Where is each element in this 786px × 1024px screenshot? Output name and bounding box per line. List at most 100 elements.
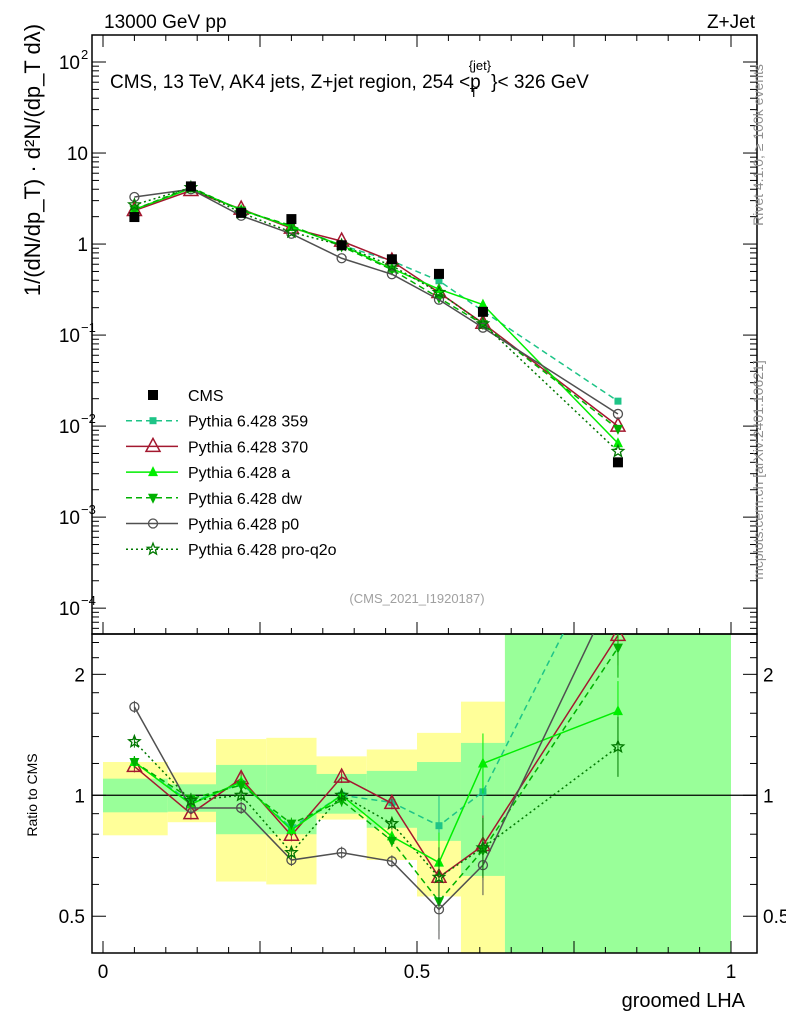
triangle-marker [612, 705, 623, 716]
ratio-line [133, 647, 619, 903]
triangle-marker [144, 436, 162, 453]
square-marker [614, 522, 621, 529]
triangle-down-marker [386, 836, 397, 847]
star-marker [475, 840, 491, 855]
square-marker [148, 390, 158, 400]
ratio-y-tick-label-right: 2 [763, 665, 774, 686]
ratio-series [126, 522, 627, 940]
y-tick-label: 10 [59, 599, 80, 620]
square-marker [149, 417, 157, 425]
circle-marker [386, 269, 398, 280]
star-marker [284, 844, 299, 859]
triangle-down-marker [612, 424, 623, 435]
square-marker [185, 181, 196, 192]
legend-label: Pythia 6.428 p0 [188, 517, 299, 534]
series-line [134, 188, 619, 415]
y-tick-label: 10 [59, 508, 80, 529]
legend-label: Pythia 6.428 pro-q2o [188, 542, 337, 559]
circle-marker [477, 322, 489, 333]
circle-marker [336, 253, 347, 264]
circle-marker [612, 408, 624, 420]
legend: CMS Pythia 6.428 359 Pythia 6.428 370 Pythi… [126, 388, 337, 559]
circle-marker [147, 518, 159, 529]
x-tick-label: 1 [726, 962, 737, 983]
ratio-frame [91, 633, 758, 954]
ratio-line [133, 634, 564, 829]
star-marker [284, 224, 299, 239]
ratio-y-tick-label-right: 1 [763, 786, 774, 807]
y-tick-exponent: −4 [81, 593, 96, 608]
square-marker [435, 822, 443, 830]
circle-marker [613, 577, 622, 586]
y-tick-exponent: −1 [81, 320, 96, 335]
star-marker [610, 739, 626, 754]
triangle-marker [477, 757, 488, 768]
triangle-marker [333, 767, 350, 783]
triangle-marker [477, 298, 488, 309]
circle-marker [129, 191, 140, 203]
rivet-label: Rivet 4.1.0, ≥ 100k events [750, 64, 766, 226]
square-marker [614, 397, 622, 405]
star-marker [334, 787, 349, 802]
circle-marker [336, 847, 347, 858]
legend-label: Pythia 6.428 370 [188, 439, 308, 456]
header-left: 13000 GeV pp [104, 12, 227, 33]
triangle-marker [612, 437, 623, 448]
square-marker [433, 268, 444, 279]
star-marker [431, 284, 447, 299]
triangle-marker [383, 793, 401, 810]
ratio-y-tick-label-right: 0.5 [763, 907, 786, 928]
ratio-y-tick-label: 2 [74, 665, 85, 686]
star-marker [610, 443, 626, 458]
triangle-down-marker [612, 643, 623, 654]
square-marker [286, 214, 297, 225]
mcplots-label: mcplots.cern.ch [arXiv:2401.10621] [750, 360, 766, 579]
y-tick-exponent: −3 [81, 502, 96, 517]
triangle-marker [182, 804, 200, 820]
triangle-down-marker [148, 493, 158, 504]
circle-marker [386, 856, 398, 867]
square-marker [336, 240, 347, 251]
star-marker [127, 197, 142, 212]
y-tick-label: 10 [59, 53, 80, 74]
main-series [126, 179, 627, 468]
y-tick-exponent: −2 [81, 411, 96, 426]
star-marker [145, 541, 161, 556]
y-tick-label: 10 [59, 326, 80, 347]
y-tick-label: 1 [77, 235, 88, 256]
ratio-y-tick-label: 0.5 [59, 907, 85, 928]
triangle-down-marker [286, 819, 297, 830]
legend-label: CMS [188, 388, 224, 405]
circle-marker [129, 701, 140, 712]
legend-label: Pythia 6.428 359 [188, 414, 308, 431]
y-tick-label: 10 [59, 417, 80, 438]
square-marker [236, 207, 247, 218]
triangle-down-marker [129, 758, 140, 769]
square-marker [435, 277, 443, 285]
x-tick-label: 0 [98, 962, 109, 983]
legend-label: Pythia 6.428 dw [188, 491, 302, 508]
square-marker [386, 254, 397, 265]
star-marker [475, 315, 491, 331]
star-marker [233, 787, 249, 802]
y-tick-label: 10 [67, 144, 88, 165]
y-axis-label: 1/(dN/dp_T) · d²N/(dp_T dλ) [20, 24, 45, 296]
circle-marker [236, 802, 247, 814]
square-marker [129, 212, 140, 223]
triangle-marker [148, 466, 158, 477]
star-marker [431, 869, 447, 884]
header-right: Z+Jet [707, 12, 756, 33]
watermark: (CMS_2021_I1920187) [349, 591, 484, 606]
ratio-y-tick-label: 1 [74, 786, 85, 807]
star-marker [183, 792, 199, 807]
star-marker [127, 733, 142, 748]
square-marker [477, 306, 488, 317]
square-marker [612, 457, 623, 468]
circle-marker [286, 228, 297, 239]
x-tick-label: 0.5 [404, 962, 430, 983]
series-line [134, 187, 619, 444]
legend-label: Pythia 6.428 a [188, 465, 290, 482]
plot-title: CMS, 13 TeV, AK4 jets, Z+jet region, 254… [110, 58, 589, 100]
